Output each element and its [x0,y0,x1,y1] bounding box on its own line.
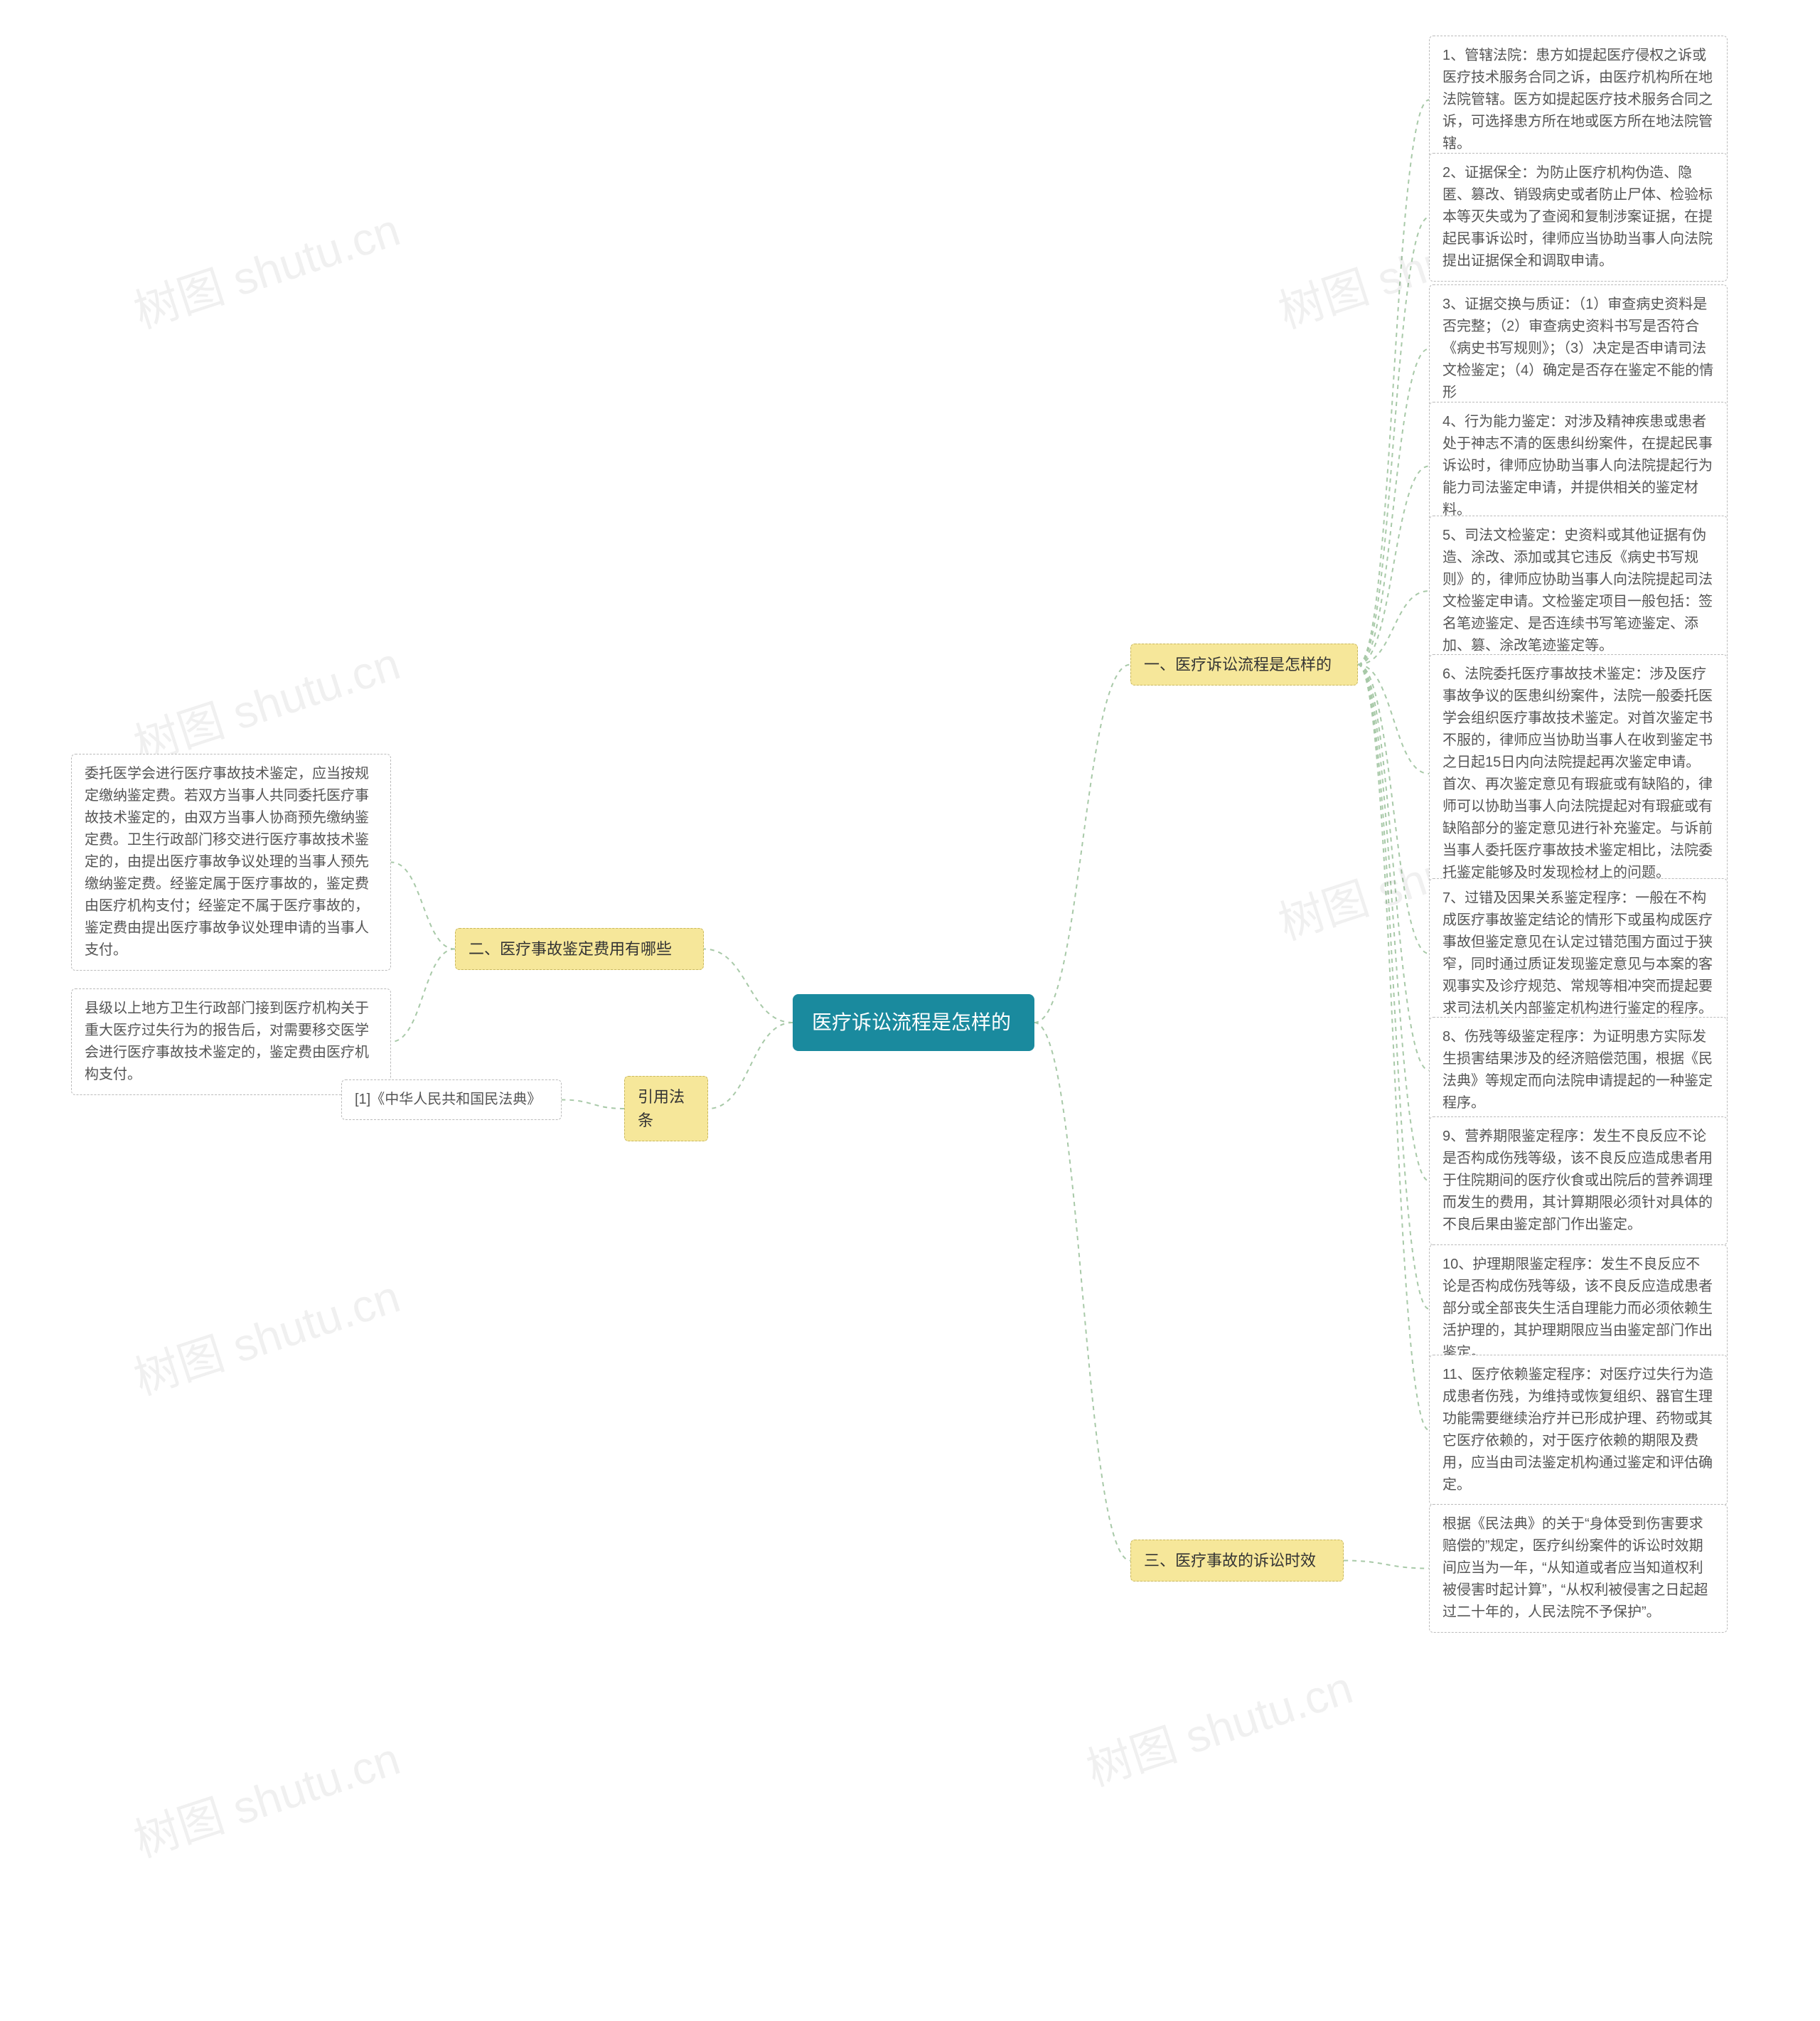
branch-b3: 三、医疗事故的诉讼时效 [1130,1540,1344,1582]
leaf-b1-4: 5、司法文检鉴定：史资料或其他证据有伪造、涂改、添加或其它违反《病史书写规则》的… [1429,516,1728,666]
branch-b4: 引用法条 [624,1076,708,1141]
leaf-b1-6: 7、过错及因果关系鉴定程序：一般在不构成医疗事故鉴定结论的情形下或虽构成医疗事故… [1429,878,1728,1029]
watermark: 树图 shutu.cn [124,1260,407,1407]
leaf-b1-8: 9、营养期限鉴定程序：发生不良反应不论是否构成伤残等级，该不良反应造成患者用于住… [1429,1116,1728,1245]
central-node: 医疗诉讼流程是怎样的 [793,994,1034,1051]
mindmap-canvas: 树图 shutu.cn 树图 shutu.cn 树图 shutu.cn 树图 shut… [0,0,1820,2021]
leaf-b3-0: 根据《民法典》的关于“身体受到伤害要求赔偿的”规定，医疗纠纷案件的诉讼时效期间应… [1429,1504,1728,1633]
watermark: 树图 shutu.cn [124,1722,407,1870]
watermark: 树图 shutu.cn [124,627,407,774]
leaf-b2-0: 委托医学会进行医疗事故技术鉴定，应当按规定缴纳鉴定费。若双方当事人共同委托医疗事… [71,754,391,971]
watermark: 树图 shutu.cn [1077,1651,1359,1798]
leaf-b1-10: 11、医疗依赖鉴定程序：对医疗过失行为造成患者伤残，为维持或恢复组织、器官生理功… [1429,1355,1728,1505]
leaf-b1-1: 2、证据保全：为防止医疗机构伪造、隐匿、篡改、销毁病史或者防止尸体、检验标本等灭… [1429,153,1728,282]
leaf-b4-0: [1]《中华人民共和国民法典》 [341,1079,562,1120]
watermark: 树图 shutu.cn [124,193,407,341]
leaf-b1-3: 4、行为能力鉴定：对涉及精神疾患或患者处于神志不清的医患纠纷案件，在提起民事诉讼… [1429,402,1728,530]
leaf-b1-9: 10、护理期限鉴定程序：发生不良反应不论是否构成伤残等级，该不良反应造成患者部分… [1429,1244,1728,1373]
branch-b2: 二、医疗事故鉴定费用有哪些 [455,928,704,970]
leaf-b1-2: 3、证据交换与质证：（1）审查病史资料是否完整；（2）审查病史资料书写是否符合《… [1429,284,1728,413]
leaf-b1-7: 8、伤残等级鉴定程序：为证明患方实际发生损害结果涉及的经济赔偿范围，根据《民法典… [1429,1017,1728,1124]
leaf-b1-5: 6、法院委托医疗事故技术鉴定：涉及医疗事故争议的医患纠纷案件，法院一般委托医学会… [1429,654,1728,893]
leaf-b1-0: 1、管辖法院：患方如提起医疗侵权之诉或医疗技术服务合同之诉，由医疗机构所在地法院… [1429,36,1728,164]
branch-b1: 一、医疗诉讼流程是怎样的 [1130,644,1358,686]
leaf-b2-1: 县级以上地方卫生行政部门接到医疗机构关于重大医疗过失行为的报告后，对需要移交医学… [71,988,391,1095]
